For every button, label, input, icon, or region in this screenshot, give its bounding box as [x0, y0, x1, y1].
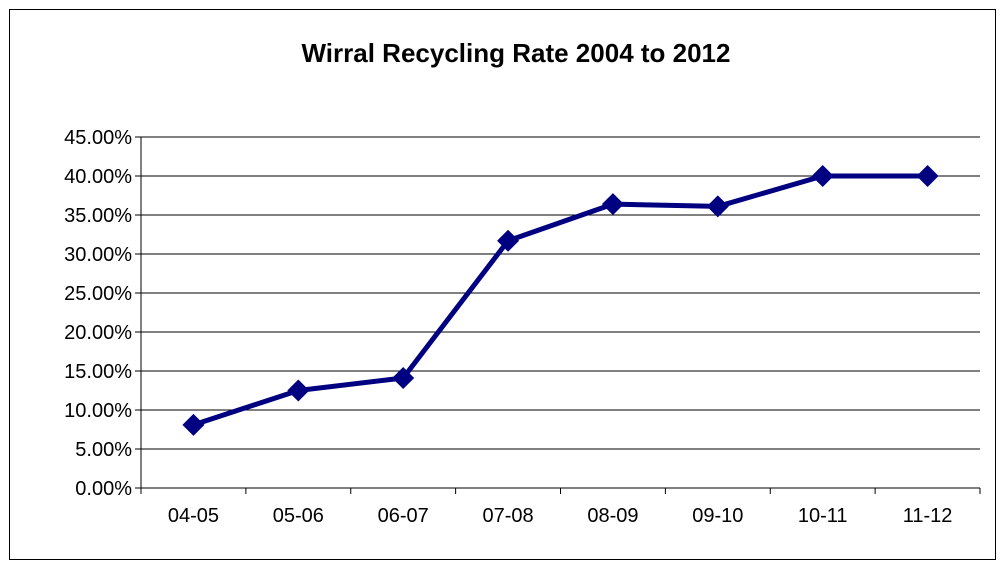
y-tick-label: 40.00%: [64, 166, 132, 188]
axes: [135, 136, 981, 494]
y-tick-label: 35.00%: [64, 205, 132, 227]
y-tick-label: 25.00%: [64, 283, 132, 305]
data-point-marker: [497, 229, 520, 252]
series-line: [192, 173, 928, 428]
x-tick-label: 09-10: [692, 505, 743, 527]
x-tick-label: 07-08: [482, 505, 533, 527]
data-point-marker: [182, 413, 205, 436]
x-tick-label: 10-11: [798, 505, 848, 527]
y-tick-label: 0.00%: [75, 478, 132, 500]
y-tick-label: 20.00%: [64, 322, 132, 344]
x-tick-label: 11-12: [903, 505, 953, 527]
data-point-marker: [392, 367, 415, 390]
gridlines: [141, 136, 980, 450]
data-point-marker: [916, 165, 939, 187]
y-tick-label: 10.00%: [64, 400, 132, 422]
data-point-marker: [811, 165, 834, 187]
x-axis-tick-labels: 04-05 05-06 06-07 07-08 08-09 09-10 10-11 11-12: [168, 505, 953, 527]
x-tick-label: 04-05: [168, 505, 219, 527]
line-chart: Wirral Recycling Rate 2004 to 2012 0.00%…: [64, 38, 981, 527]
series-recycling-rate: [182, 165, 939, 436]
data-point-marker: [706, 195, 729, 218]
x-tick-label: 08-09: [587, 505, 638, 527]
y-tick-label: 45.00%: [64, 127, 132, 149]
chart-title: Wirral Recycling Rate 2004 to 2012: [302, 38, 731, 68]
chart-frame: Wirral Recycling Rate 2004 to 2012 0.00%…: [9, 9, 996, 560]
y-tick-label: 30.00%: [64, 244, 132, 266]
y-axis-tick-labels: 0.00% 5.00% 10.00% 15.00% 20.00% 25.00% 30.00%…: [64, 127, 132, 500]
y-tick-label: 5.00%: [75, 439, 132, 461]
x-tick-label: 05-06: [273, 505, 324, 527]
data-point-marker: [601, 193, 624, 216]
x-tick-label: 06-07: [378, 505, 429, 527]
data-point-marker: [287, 379, 310, 402]
y-tick-label: 15.00%: [64, 361, 132, 383]
